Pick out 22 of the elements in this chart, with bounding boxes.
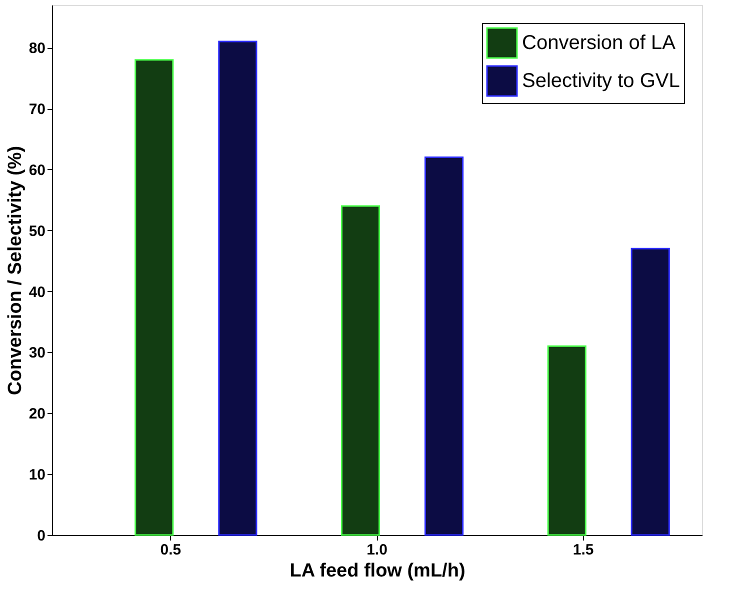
bar bbox=[547, 345, 586, 536]
legend-label: Conversion of LA bbox=[522, 32, 676, 54]
y-tick-label: 40 bbox=[28, 284, 46, 301]
legend-label: Selectivity to GVL bbox=[522, 70, 680, 92]
y-tick-label: 80 bbox=[28, 40, 46, 58]
y-tick-label: 0 bbox=[37, 528, 46, 544]
x-axis-title: LA feed flow (mL/h) bbox=[290, 560, 466, 582]
y-tick-label: 10 bbox=[28, 466, 46, 484]
y-tick-label: 30 bbox=[28, 344, 46, 362]
bar bbox=[424, 156, 464, 536]
y-tick-label: 60 bbox=[28, 162, 46, 179]
y-tick-label: 50 bbox=[28, 222, 46, 240]
x-tick-label: 1.5 bbox=[572, 542, 594, 558]
bar bbox=[340, 205, 380, 536]
bar bbox=[218, 40, 258, 536]
y-tick-label: 20 bbox=[28, 406, 46, 423]
x-tick-label: 1.0 bbox=[366, 542, 388, 558]
x-tick-label: 0.5 bbox=[160, 542, 182, 558]
y-tick-label: 70 bbox=[28, 101, 46, 118]
y-axis-title: Conversion / Selectivity (%) bbox=[4, 146, 26, 396]
bar bbox=[134, 59, 174, 536]
bar bbox=[630, 248, 670, 536]
